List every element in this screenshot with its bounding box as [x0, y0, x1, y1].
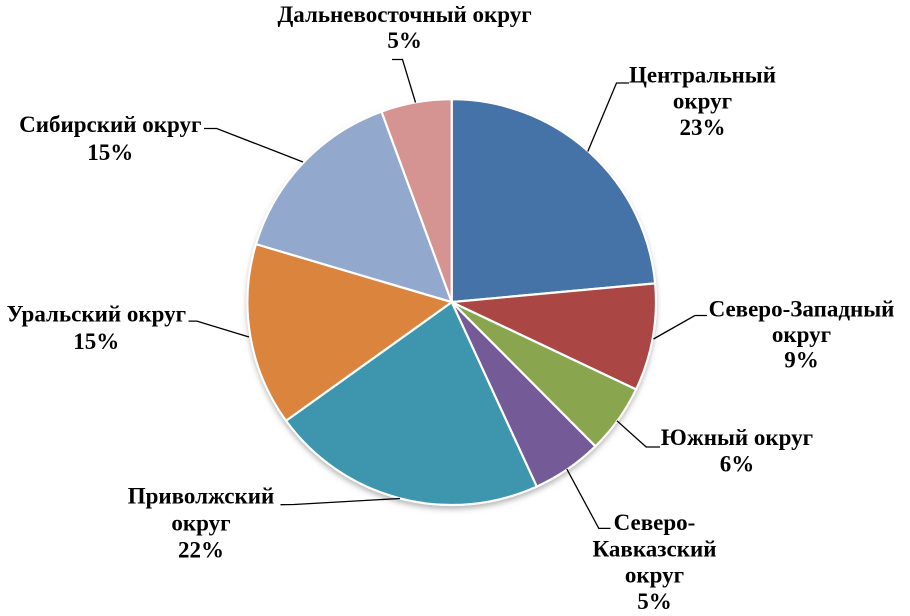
svg-text:Дальневосточный округ: Дальневосточный округ: [277, 2, 531, 27]
svg-text:22%: 22%: [178, 538, 224, 563]
svg-text:23%: 23%: [680, 115, 726, 140]
svg-text:округ: округ: [772, 322, 831, 347]
svg-text:5%: 5%: [637, 589, 672, 614]
svg-text:6%: 6%: [720, 452, 755, 477]
svg-text:15%: 15%: [87, 140, 133, 165]
svg-text:округ: округ: [625, 563, 684, 588]
svg-text:Северо-: Северо-: [614, 510, 696, 535]
svg-text:9%: 9%: [784, 348, 819, 373]
svg-text:15%: 15%: [73, 329, 119, 354]
svg-text:5%: 5%: [387, 28, 422, 53]
svg-text:округ: округ: [171, 511, 230, 536]
svg-text:Южный округ: Южный округ: [661, 425, 813, 450]
svg-text:Уральский округ: Уральский округ: [7, 301, 186, 326]
svg-text:Центральный: Центральный: [629, 63, 776, 88]
svg-text:Приволжский: Приволжский: [128, 484, 275, 509]
svg-text:Кавказский: Кавказский: [593, 536, 717, 561]
svg-text:Сибирский округ: Сибирский округ: [19, 112, 201, 137]
svg-text:округ: округ: [673, 88, 732, 113]
svg-text:Северо-Западный: Северо-Западный: [709, 297, 895, 322]
